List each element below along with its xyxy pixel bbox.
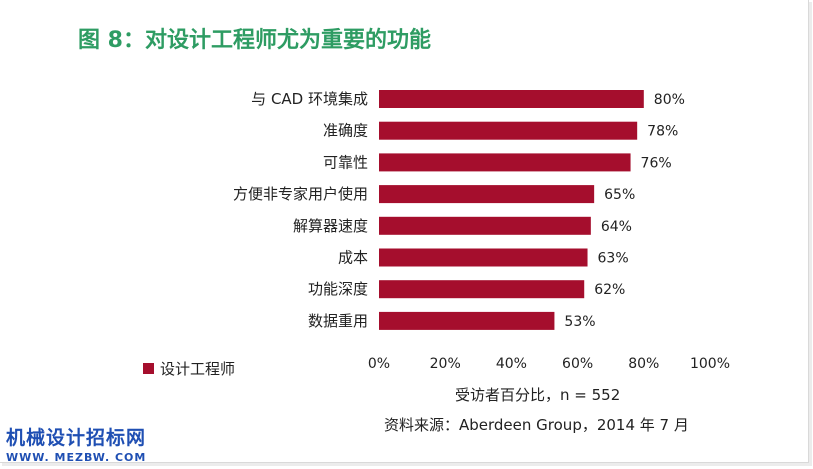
- category-label: 数据重用: [308, 312, 368, 330]
- category-label: 与 CAD 环境集成: [251, 90, 368, 108]
- frame-border-right: [808, 0, 809, 463]
- x-tick-label: 60%: [562, 356, 593, 372]
- category-label: 成本: [338, 249, 368, 267]
- frame-shadow-right: [809, 2, 812, 466]
- data-label: 80%: [654, 92, 685, 108]
- frame-shadow-bottom: [2, 463, 812, 466]
- bar: [379, 280, 585, 299]
- chart-title: 图 8：对设计工程师尤为重要的功能: [78, 28, 431, 53]
- data-label: 76%: [641, 155, 672, 171]
- legend-swatch: [143, 363, 154, 374]
- bar: [379, 185, 595, 204]
- data-label: 63%: [598, 251, 629, 267]
- watermark-url: WWW. MEZBW. COM: [6, 451, 147, 464]
- watermark: 机械设计招标网 WWW. MEZBW. COM: [6, 423, 146, 464]
- source-note: 资料来源：Aberdeen Group，2014 年 7 月: [384, 416, 689, 434]
- watermark-logo: 机械设计招标网: [6, 427, 147, 449]
- bar: [379, 248, 588, 267]
- data-label: 64%: [601, 219, 632, 235]
- data-label: 65%: [604, 187, 635, 203]
- bar: [379, 311, 555, 330]
- x-tick-label: 20%: [430, 356, 461, 372]
- category-label: 可靠性: [323, 153, 368, 171]
- x-tick-label: 100%: [690, 356, 730, 372]
- x-axis-label: 受访者百分比，n = 552: [455, 386, 621, 404]
- x-tick-label: 0%: [368, 356, 390, 372]
- data-label: 62%: [594, 282, 625, 298]
- data-label: 78%: [647, 124, 678, 140]
- bar: [379, 216, 591, 235]
- x-tick-label: 80%: [628, 356, 659, 372]
- bar: [379, 121, 638, 140]
- bar: [379, 90, 644, 108]
- category-label: 解算器速度: [293, 217, 368, 235]
- legend: 设计工程师: [143, 358, 235, 379]
- category-label: 功能深度: [308, 280, 368, 298]
- category-label: 方便非专家用户使用: [233, 185, 368, 203]
- legend-label: 设计工程师: [160, 360, 236, 378]
- category-label: 准确度: [323, 122, 368, 140]
- bar: [379, 153, 631, 172]
- x-tick-label: 40%: [496, 356, 527, 372]
- frame-border-bottom: [0, 462, 809, 463]
- data-label: 53%: [564, 314, 595, 330]
